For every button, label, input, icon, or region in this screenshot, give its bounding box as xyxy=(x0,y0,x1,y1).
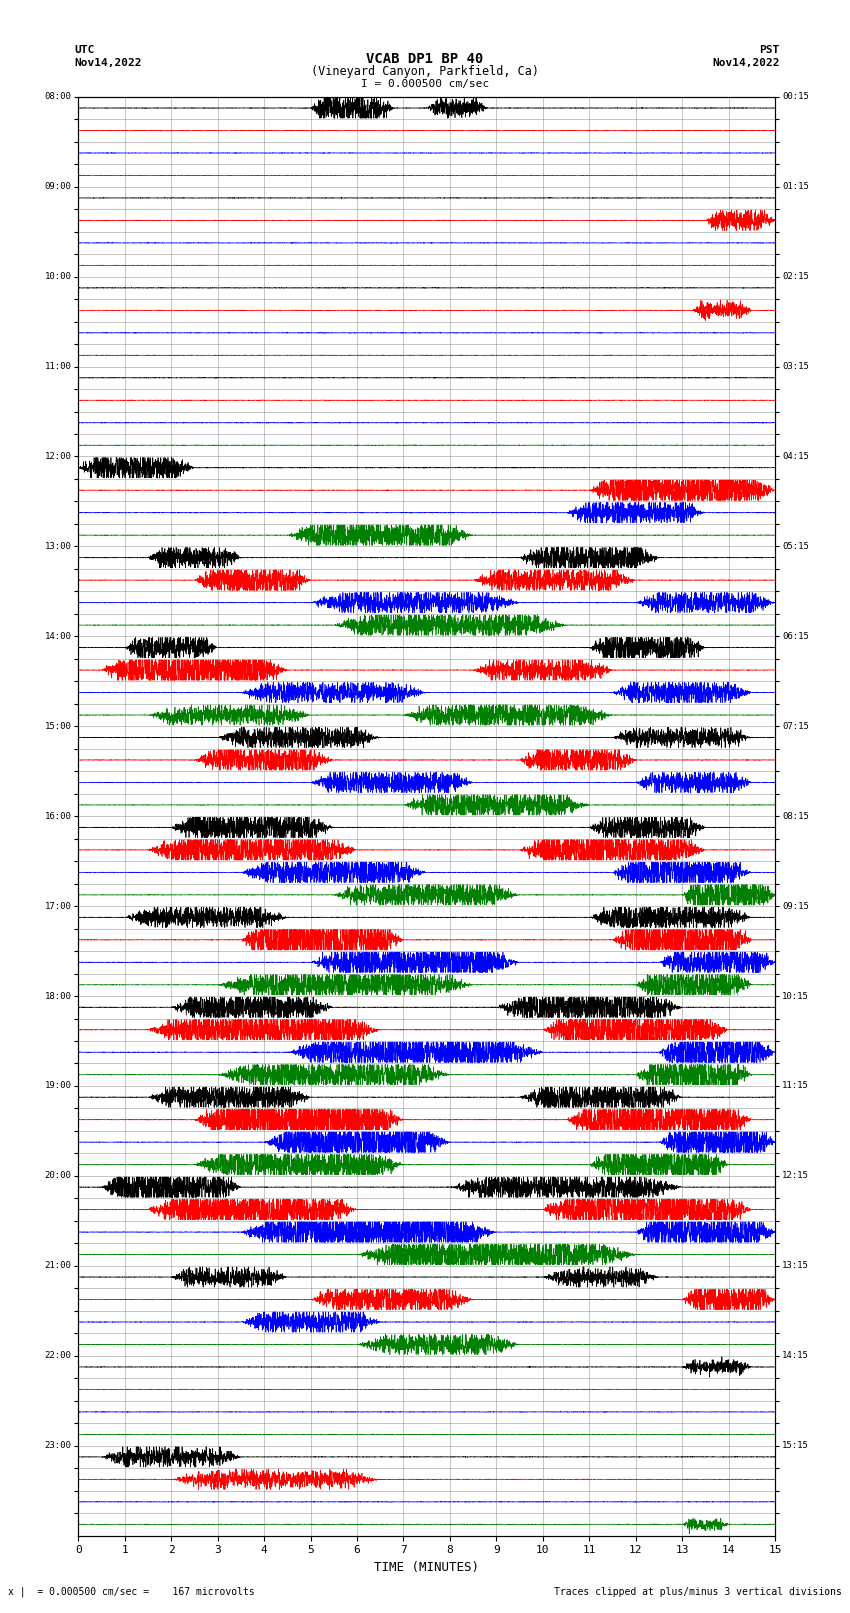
Text: Nov14,2022: Nov14,2022 xyxy=(74,58,141,68)
Text: (Vineyard Canyon, Parkfield, Ca): (Vineyard Canyon, Parkfield, Ca) xyxy=(311,65,539,77)
Text: I = 0.000500 cm/sec: I = 0.000500 cm/sec xyxy=(361,79,489,89)
Text: Traces clipped at plus/minus 3 vertical divisions: Traces clipped at plus/minus 3 vertical … xyxy=(553,1587,842,1597)
Text: PST: PST xyxy=(759,45,779,55)
Text: x |  = 0.000500 cm/sec =    167 microvolts: x | = 0.000500 cm/sec = 167 microvolts xyxy=(8,1586,255,1597)
Text: VCAB DP1 BP 40: VCAB DP1 BP 40 xyxy=(366,52,484,66)
Text: Nov14,2022: Nov14,2022 xyxy=(712,58,779,68)
Text: UTC: UTC xyxy=(74,45,94,55)
X-axis label: TIME (MINUTES): TIME (MINUTES) xyxy=(374,1561,479,1574)
